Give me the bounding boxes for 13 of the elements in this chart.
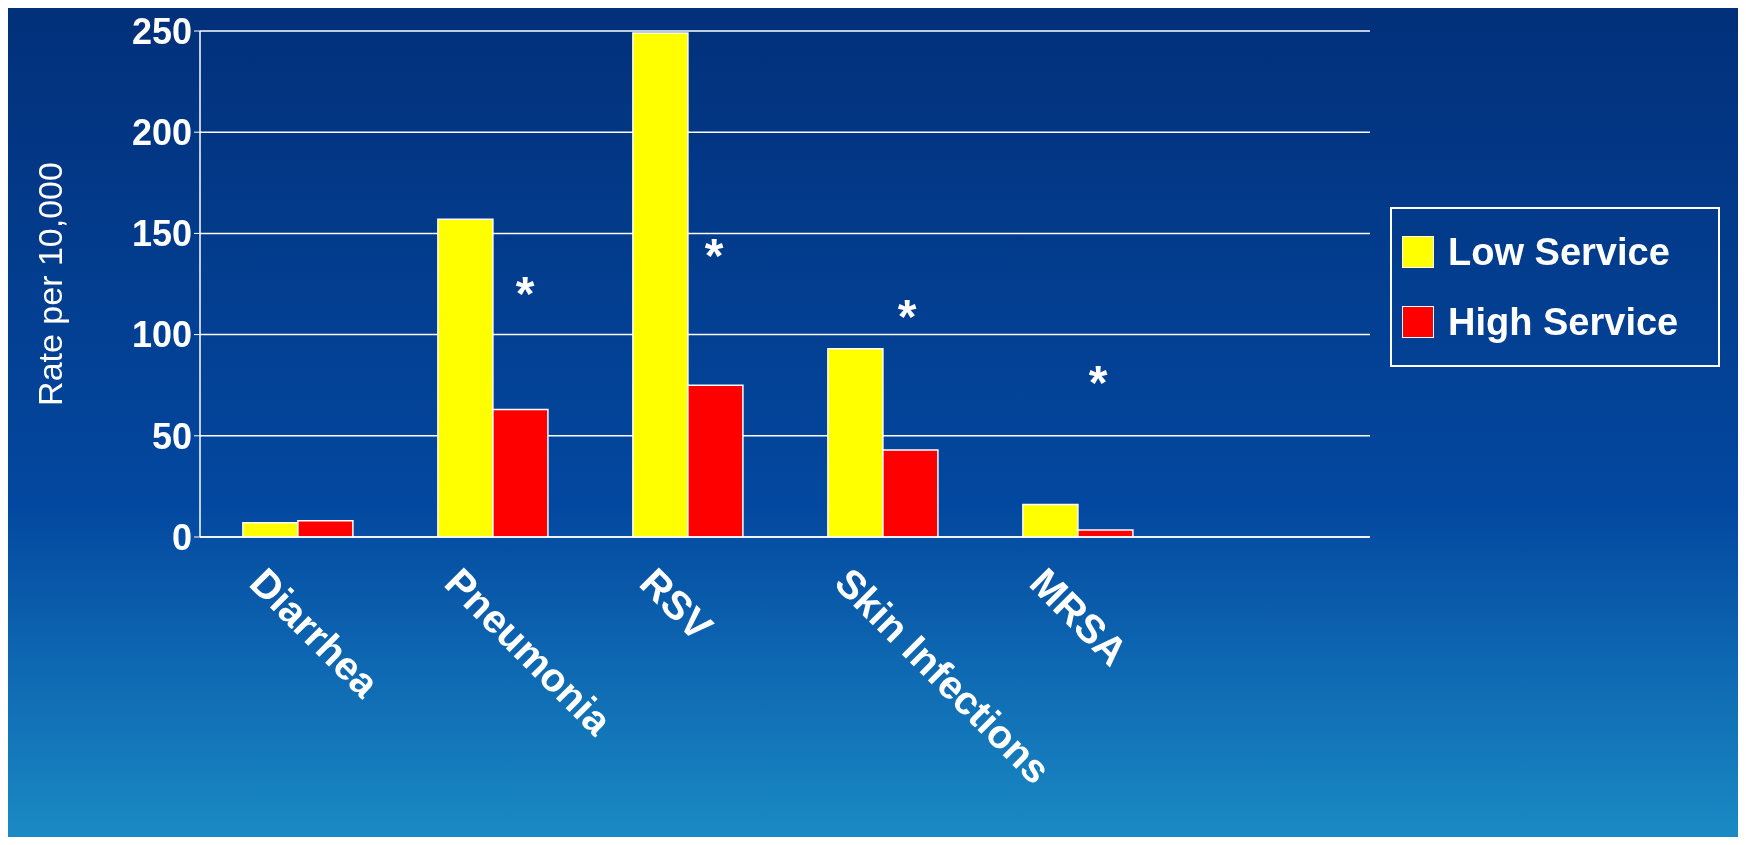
y-tick-label: 150 xyxy=(131,213,192,255)
y-axis-title: Rate per 10,000 xyxy=(31,162,70,406)
legend-label: High Service xyxy=(1448,300,1679,345)
y-tick-label: 250 xyxy=(131,10,192,52)
annotation: * xyxy=(896,290,918,343)
y-tick-label: 0 xyxy=(171,516,192,558)
legend-label: Low Service xyxy=(1448,230,1670,275)
annotation: * xyxy=(703,229,725,282)
annotation: * xyxy=(1087,356,1109,409)
y-tick-label: 200 xyxy=(131,111,192,153)
annotation: * xyxy=(514,267,536,320)
y-tick-label: 50 xyxy=(151,415,192,457)
y-tick-label: 100 xyxy=(131,314,192,356)
